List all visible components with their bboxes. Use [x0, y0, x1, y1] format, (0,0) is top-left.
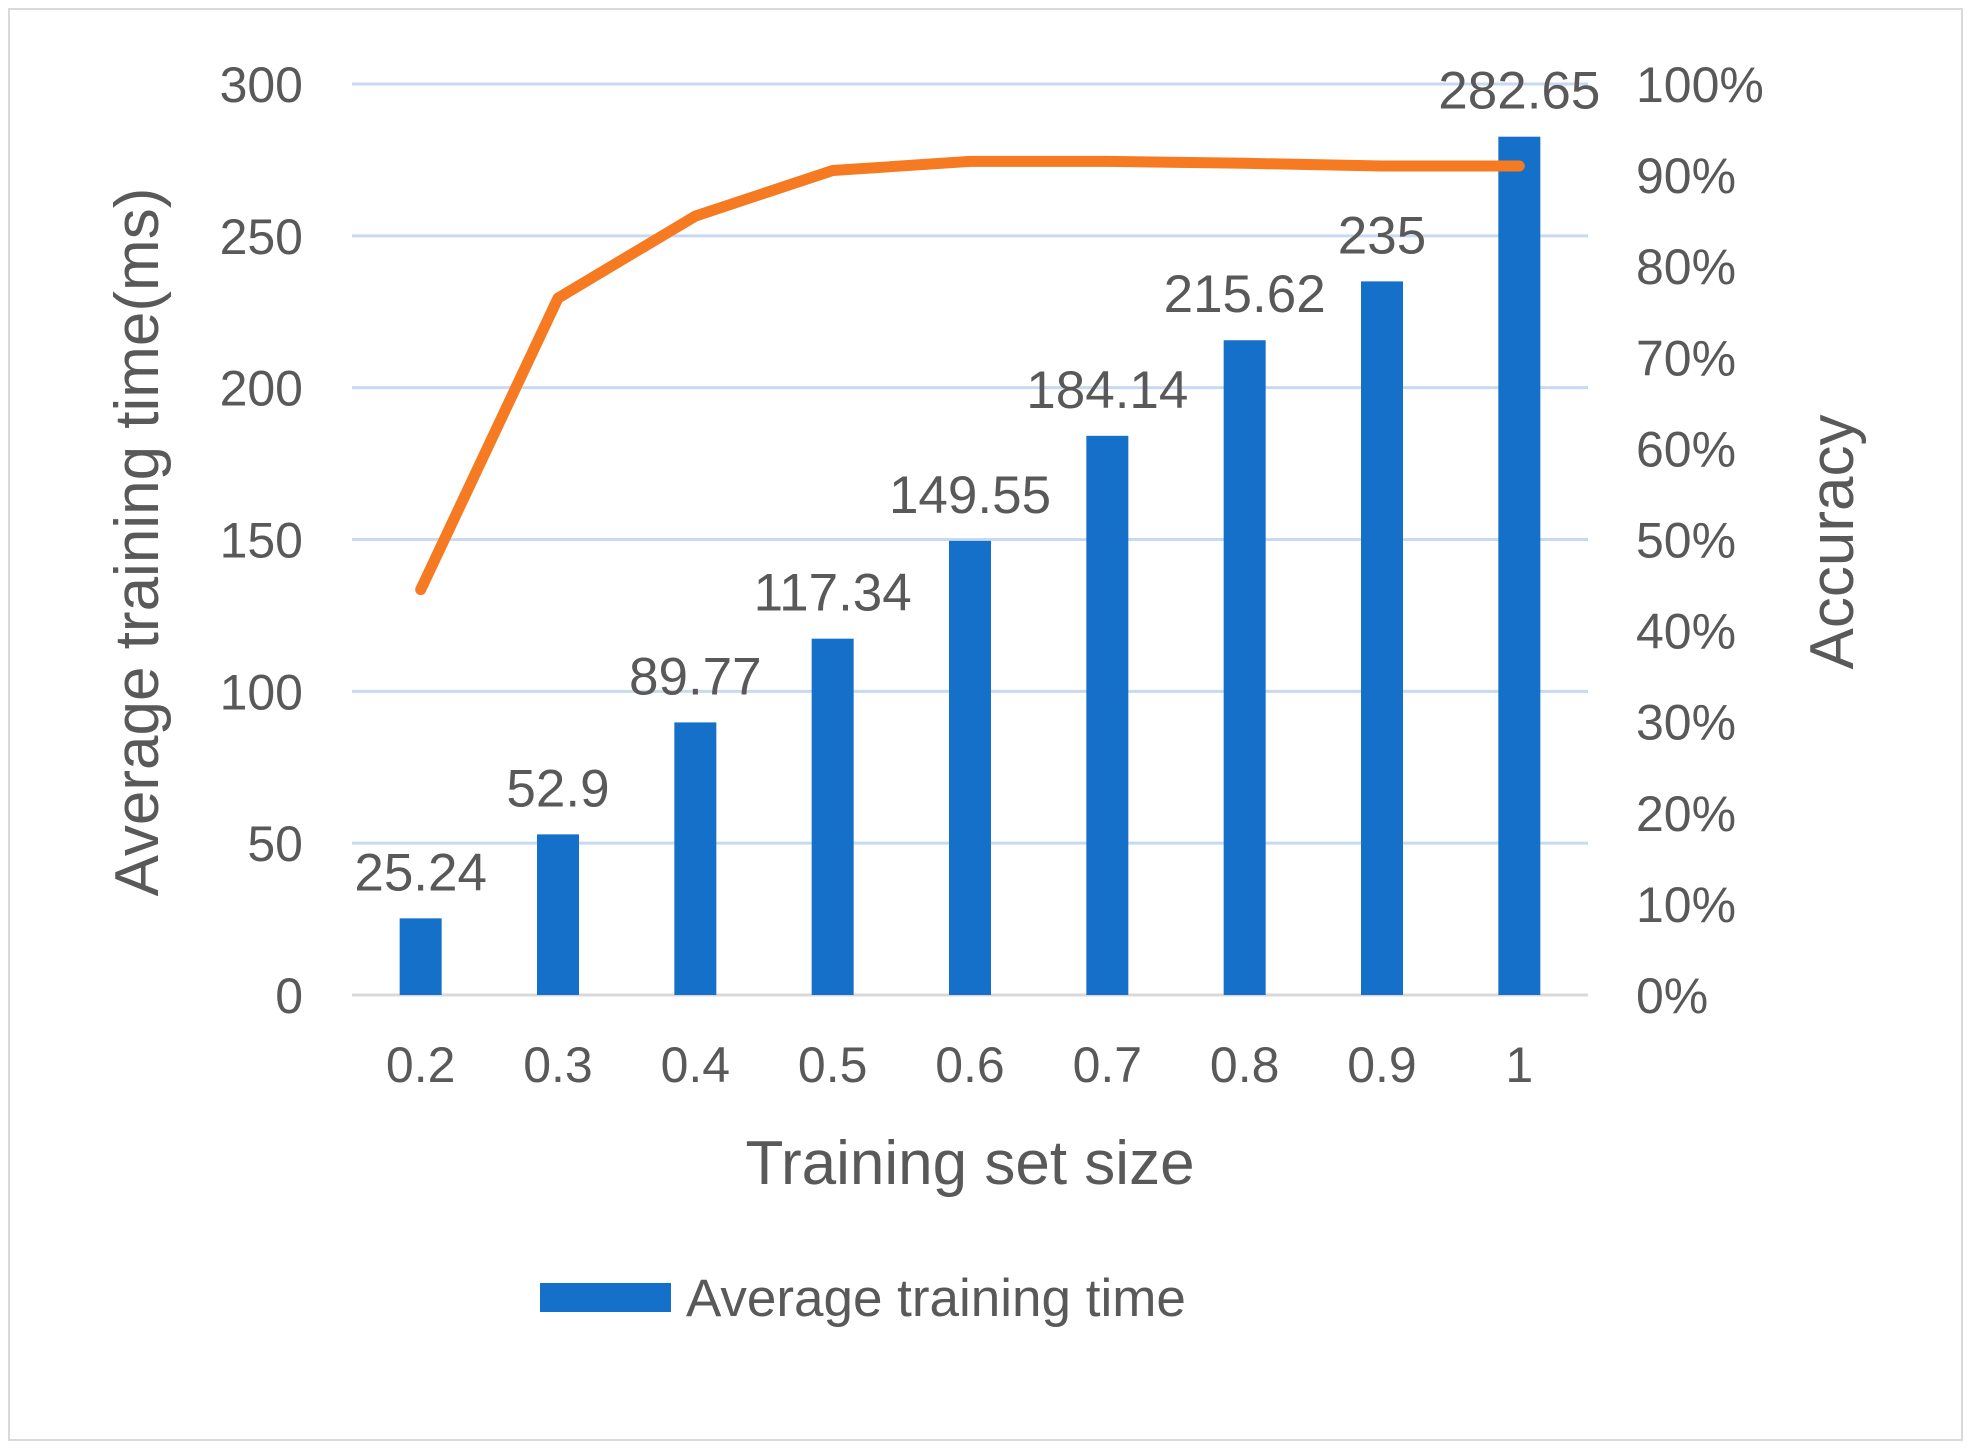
y2-tick-label: 10%: [1636, 877, 1736, 933]
bar: [1086, 435, 1129, 995]
bar: [399, 918, 442, 995]
data-label: 235: [1338, 206, 1426, 265]
x-tick-label: 1: [1505, 1037, 1533, 1093]
accuracy-point: [557, 297, 559, 300]
data-label: 52.9: [506, 759, 609, 818]
data-label: 25.24: [354, 843, 487, 902]
y2-tick-label: 100%: [1636, 57, 1764, 113]
accuracy-point: [831, 169, 834, 172]
y2-tick-label: 0%: [1636, 968, 1708, 1024]
x-tick-label: 0.6: [935, 1037, 1005, 1093]
data-labels: 25.24 52.9 89.77 117.34 149.55 184.14 215.6223…: [354, 62, 1600, 903]
bar: [949, 540, 991, 995]
x-tick-label: 0.9: [1347, 1037, 1417, 1093]
y-tick-label: 0: [275, 968, 303, 1024]
x-tick-label: 0.5: [798, 1037, 868, 1093]
y2-tick-label: 40%: [1636, 604, 1736, 660]
accuracy-point: [1243, 162, 1246, 165]
y2-tick-label: 30%: [1636, 695, 1736, 751]
bar: [1223, 340, 1266, 995]
y2-tick-label: 20%: [1636, 786, 1736, 842]
y-tick-label: 250: [220, 209, 303, 265]
bar: [811, 638, 854, 995]
x-axis-ticks: 0.2 0.3 0.4 0.5 0.6 0.7 0.8 0.9 1: [386, 1037, 1533, 1093]
y-axis-title: Average training time(ms): [103, 188, 172, 897]
y2-tick-label: 70%: [1636, 330, 1736, 386]
data-label: 184.14: [1026, 361, 1188, 420]
data-label: 89.77: [629, 647, 762, 706]
accuracy-point: [694, 215, 697, 218]
x-tick-label: 0.3: [523, 1037, 593, 1093]
accuracy-point: [1106, 160, 1109, 163]
bar: [1498, 136, 1541, 996]
x-tick-label: 0.2: [386, 1037, 456, 1093]
bar: [1361, 281, 1403, 996]
y-tick-label: 50: [247, 816, 303, 872]
bar-series: [399, 136, 1541, 996]
y2-axis-title: Accuracy: [1798, 415, 1867, 670]
legend-label: Average training time: [686, 1269, 1186, 1328]
data-label: 215.62: [1164, 265, 1326, 324]
bar: [537, 834, 579, 995]
x-tick-label: 0.7: [1073, 1037, 1143, 1093]
y2-tick-label: 60%: [1636, 421, 1736, 477]
x-tick-label: 0.8: [1210, 1037, 1280, 1093]
accuracy-point: [1381, 164, 1383, 167]
bar: [674, 722, 717, 995]
y2-tick-label: 90%: [1636, 148, 1736, 204]
legend: Average training time: [540, 1269, 1186, 1328]
accuracy-point: [969, 160, 971, 163]
line-series: [415, 155, 1525, 596]
y-axis-ticks: 0 50 100 150 200 250 300: [220, 57, 303, 1024]
y2-axis-ticks: 0% 10% 20% 30% 40% 50% 60% 70% 80% 90% 100%: [1636, 57, 1764, 1024]
legend-swatch: [540, 1283, 671, 1312]
accuracy-point: [1518, 164, 1521, 167]
y-tick-label: 200: [220, 361, 303, 417]
x-axis-title: Training set size: [745, 1129, 1194, 1198]
x-tick-label: 0.4: [661, 1037, 731, 1093]
y-tick-label: 150: [220, 513, 303, 569]
y2-tick-label: 80%: [1636, 239, 1736, 295]
y-tick-label: 300: [220, 57, 303, 113]
data-label: 282.65: [1438, 62, 1600, 121]
data-label: 149.55: [889, 466, 1051, 525]
accuracy-point: [419, 588, 422, 591]
y2-tick-label: 50%: [1636, 513, 1736, 569]
y-tick-label: 100: [220, 664, 303, 720]
data-label: 117.34: [754, 564, 912, 623]
